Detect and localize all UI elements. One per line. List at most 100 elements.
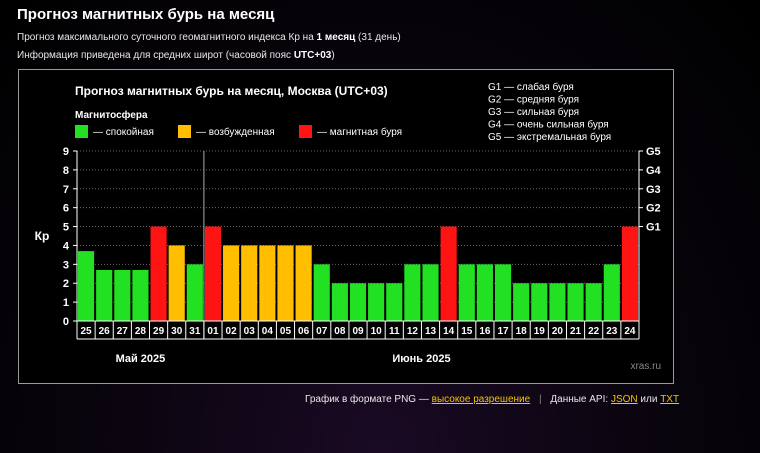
footer-or-text: или bbox=[640, 394, 658, 405]
footer-api-text: Данные API: bbox=[550, 394, 609, 405]
day-label-15: 15 bbox=[461, 326, 473, 337]
bar-day-06 bbox=[295, 245, 312, 321]
day-label-11: 11 bbox=[389, 326, 400, 337]
day-label-24: 24 bbox=[624, 326, 636, 337]
bar-day-18 bbox=[513, 283, 530, 321]
bar-day-14 bbox=[440, 226, 457, 321]
hires-link[interactable]: высокое разрешение bbox=[431, 394, 531, 405]
y-tick-label: 9 bbox=[63, 146, 69, 158]
month-label: Май 2025 bbox=[116, 353, 166, 365]
day-label-27: 27 bbox=[117, 326, 129, 337]
bar-day-12 bbox=[404, 264, 421, 321]
legend-swatch-calm bbox=[75, 125, 88, 138]
bar-day-25 bbox=[78, 251, 95, 321]
legend-swatch-excited bbox=[178, 125, 191, 138]
bar-day-05 bbox=[277, 245, 294, 321]
chart-title: Прогноз магнитных бурь на месяц, Москва … bbox=[75, 84, 388, 98]
day-label-28: 28 bbox=[135, 326, 147, 337]
subtitle-forecast: Прогноз максимального суточного геомагни… bbox=[17, 32, 401, 43]
g-tick-label-G3: G3 bbox=[646, 184, 661, 196]
day-label-01: 01 bbox=[207, 326, 219, 337]
day-label-09: 09 bbox=[352, 326, 364, 337]
page-title: Прогноз магнитных бурь на месяц bbox=[17, 6, 275, 23]
kp-forecast-chart: Прогноз магнитных бурь на месяц, Москва … bbox=[35, 81, 662, 372]
subtitle-forecast-period: 1 месяц bbox=[316, 32, 356, 43]
y-tick-label: 2 bbox=[63, 278, 69, 290]
json-link[interactable]: JSON bbox=[610, 394, 638, 405]
bar-day-03 bbox=[241, 245, 258, 321]
day-label-19: 19 bbox=[534, 326, 546, 337]
bar-day-22 bbox=[585, 283, 602, 321]
bar-day-04 bbox=[259, 245, 276, 321]
footer-png-text: График в формате PNG — bbox=[305, 394, 429, 405]
month-label: Июнь 2025 bbox=[392, 353, 450, 365]
chart-container: Прогноз магнитных бурь на месяц, Москва … bbox=[18, 69, 674, 384]
day-label-14: 14 bbox=[443, 326, 455, 337]
y-tick-label: 6 bbox=[63, 203, 69, 215]
y-tick-label: 5 bbox=[63, 222, 69, 234]
g-tick-label-G4: G4 bbox=[646, 165, 662, 177]
watermark: xras.ru bbox=[630, 361, 661, 372]
legend-label-calm: — спокойная bbox=[93, 127, 154, 138]
bar-day-11 bbox=[386, 283, 403, 321]
day-label-17: 17 bbox=[497, 326, 509, 337]
y-tick-label: 4 bbox=[63, 240, 70, 252]
txt-link[interactable]: TXT bbox=[660, 394, 680, 405]
bar-day-19 bbox=[531, 283, 548, 321]
bar-day-29 bbox=[150, 226, 167, 321]
day-label-29: 29 bbox=[153, 326, 165, 337]
bar-day-30 bbox=[168, 245, 185, 321]
footer: График в формате PNG — высокое разрешени… bbox=[305, 394, 679, 405]
day-label-10: 10 bbox=[371, 326, 383, 337]
bar-day-20 bbox=[549, 283, 566, 321]
day-label-12: 12 bbox=[407, 326, 419, 337]
g-tick-label-G5: G5 bbox=[646, 146, 661, 158]
g-tick-label-G2: G2 bbox=[646, 203, 661, 215]
bar-day-10 bbox=[368, 283, 385, 321]
day-label-02: 02 bbox=[226, 326, 238, 337]
day-label-23: 23 bbox=[606, 326, 618, 337]
footer-separator: | bbox=[538, 394, 542, 405]
bar-day-27 bbox=[114, 270, 131, 321]
bar-day-09 bbox=[349, 283, 367, 321]
storm-scale-item: G2 — средняя буря bbox=[488, 94, 579, 106]
subtitle-latitude-pre: Информация приведена для средних широт (… bbox=[17, 50, 292, 61]
legend-swatch-storm bbox=[299, 125, 312, 138]
y-tick-label: 8 bbox=[63, 165, 69, 177]
day-label-06: 06 bbox=[298, 326, 310, 337]
day-label-05: 05 bbox=[280, 326, 292, 337]
y-tick-label: 7 bbox=[63, 184, 69, 196]
bar-day-13 bbox=[422, 264, 439, 321]
bar-day-01 bbox=[204, 226, 222, 321]
subtitle-forecast-days: (31 день) bbox=[358, 32, 401, 43]
storm-scale-item: G1 — слабая буря bbox=[488, 81, 574, 93]
bar-day-24 bbox=[621, 226, 638, 321]
storm-scale-item: G3 — сильная буря bbox=[488, 106, 579, 118]
day-label-25: 25 bbox=[81, 326, 93, 337]
g-tick-label-G1: G1 bbox=[646, 222, 661, 234]
day-label-21: 21 bbox=[570, 326, 582, 337]
bar-day-28 bbox=[132, 270, 149, 321]
day-label-07: 07 bbox=[316, 326, 328, 337]
bar-day-21 bbox=[567, 283, 584, 321]
day-label-18: 18 bbox=[516, 326, 528, 337]
storm-scale-item: G4 — очень сильная буря bbox=[488, 119, 609, 131]
bar-day-23 bbox=[603, 264, 620, 321]
day-label-22: 22 bbox=[588, 326, 600, 337]
bar-day-07 bbox=[313, 264, 330, 321]
bar-day-16 bbox=[476, 264, 493, 321]
subtitle-latitude: Информация приведена для средних широт (… bbox=[17, 50, 335, 61]
y-tick-label: 3 bbox=[63, 259, 69, 271]
y-tick-label: 0 bbox=[63, 316, 69, 328]
bar-day-02 bbox=[223, 245, 240, 321]
day-label-20: 20 bbox=[552, 326, 564, 337]
day-label-31: 31 bbox=[189, 326, 201, 337]
y-tick-label: 1 bbox=[63, 297, 69, 309]
day-label-03: 03 bbox=[244, 326, 256, 337]
bar-day-08 bbox=[331, 283, 348, 321]
subtitle-latitude-post: ) bbox=[331, 50, 335, 61]
legend-heading: Магнитосфера bbox=[75, 109, 148, 121]
legend-label-excited: — возбужденная bbox=[196, 126, 275, 138]
day-label-16: 16 bbox=[479, 326, 491, 337]
bar-day-26 bbox=[96, 270, 113, 321]
